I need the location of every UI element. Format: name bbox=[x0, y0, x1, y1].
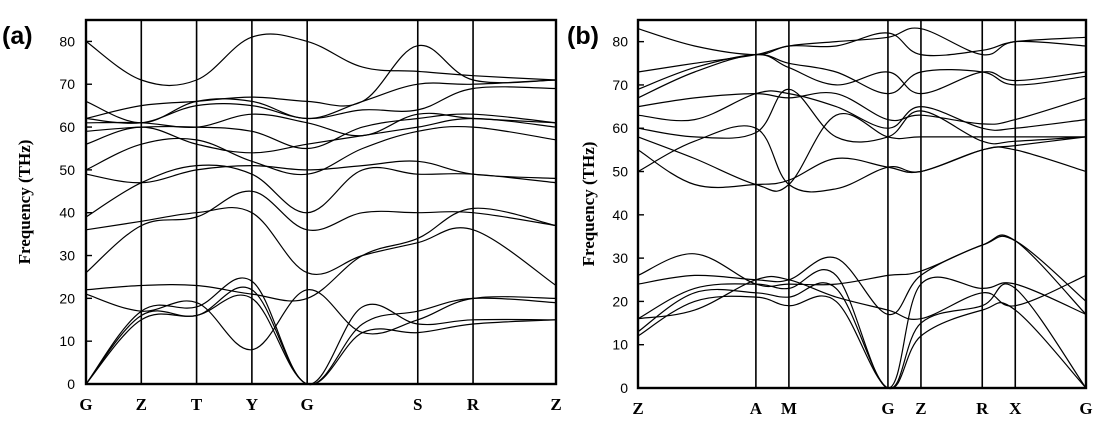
y-tick-label: 60 bbox=[59, 119, 75, 135]
y-tick-label: 70 bbox=[612, 77, 628, 93]
x-tick-label: G bbox=[79, 395, 92, 414]
phonon-band-9 bbox=[637, 112, 1086, 192]
phonon-band-2 bbox=[85, 286, 557, 385]
y-tick-label: 80 bbox=[59, 33, 75, 49]
y-tick-label: 20 bbox=[612, 293, 628, 309]
phonon-band-3 bbox=[637, 269, 1087, 389]
phonon-band-9 bbox=[85, 160, 557, 184]
plot-frame bbox=[636, 18, 1088, 390]
x-tick-label: Z bbox=[915, 399, 926, 418]
y-tick-label: 30 bbox=[612, 250, 628, 266]
phonon-band-16 bbox=[637, 28, 1087, 57]
x-tick-label: T bbox=[191, 395, 203, 414]
phonon-band-10 bbox=[637, 88, 1087, 145]
x-tick-label: A bbox=[750, 399, 763, 418]
chart-panel-a: 0 10 20 30 40 50 60 70 80 G Z T Y G S R Z Frequency (THz)… bbox=[2, 18, 562, 414]
phonon-band-12 bbox=[637, 92, 1087, 125]
x-tick-label: G bbox=[881, 399, 894, 418]
x-tick-label: Y bbox=[246, 395, 258, 414]
x-tick-label: G bbox=[1079, 399, 1092, 418]
phonon-band-7 bbox=[85, 206, 557, 286]
y-tick-label: 40 bbox=[59, 205, 75, 221]
phonon-band-16 bbox=[85, 33, 557, 87]
phonon-band-17 bbox=[85, 45, 557, 120]
plot-frame bbox=[84, 18, 558, 386]
phonon-band-4 bbox=[85, 289, 557, 351]
phonon-band-15 bbox=[637, 27, 1087, 73]
phonon-band-13 bbox=[637, 53, 1087, 99]
x-tick-label: X bbox=[1009, 399, 1022, 418]
panel-label: (b) bbox=[567, 22, 599, 50]
x-tick-label: G bbox=[301, 395, 314, 414]
chart-panel-b: 0 10 20 30 40 50 60 70 80 Z A M G Z R X G Frequency (THz)… bbox=[567, 18, 1093, 418]
phonon-band-8 bbox=[85, 164, 557, 218]
phonon-band-14 bbox=[637, 53, 1087, 95]
phonon-band-4 bbox=[637, 274, 1087, 320]
y-tick-label: 70 bbox=[59, 76, 75, 92]
phonon-band-6 bbox=[85, 190, 557, 274]
panel-label: (a) bbox=[2, 22, 33, 50]
y-tick-label: 0 bbox=[620, 380, 628, 396]
y-axis-label: Frequency (THz) bbox=[579, 142, 598, 267]
x-tick-label: S bbox=[413, 395, 422, 414]
phonon-band-5 bbox=[637, 234, 1087, 316]
phonon-band-13 bbox=[85, 112, 557, 137]
x-tick-label: Z bbox=[632, 399, 643, 418]
y-tick-label: 50 bbox=[612, 164, 628, 180]
x-tick-label: R bbox=[467, 395, 480, 414]
y-tick-label: 50 bbox=[59, 162, 75, 178]
phonon-band-12 bbox=[85, 113, 557, 150]
y-tick-label: 40 bbox=[612, 207, 628, 223]
x-tick-label: R bbox=[976, 399, 989, 418]
phonon-band-15 bbox=[85, 79, 557, 124]
x-tick-label: M bbox=[781, 399, 797, 418]
x-tick-label: Z bbox=[136, 395, 147, 414]
phonon-band-8 bbox=[637, 136, 1087, 189]
y-tick-label: 30 bbox=[59, 248, 75, 264]
y-tick-label: 80 bbox=[612, 34, 628, 50]
phonon-band-14 bbox=[85, 86, 557, 124]
phonon-band-7 bbox=[637, 125, 1087, 193]
y-tick-label: 0 bbox=[67, 376, 75, 392]
y-axis-label: Frequency (THz) bbox=[15, 140, 34, 265]
phonon-band-1 bbox=[637, 295, 1087, 390]
y-tick-label: 10 bbox=[612, 337, 628, 353]
phonon-band-10 bbox=[85, 125, 557, 176]
phonon-band-11 bbox=[637, 90, 1087, 131]
y-tick-label: 10 bbox=[59, 333, 75, 349]
phonon-band-6 bbox=[637, 235, 1087, 302]
x-tick-label: Z bbox=[550, 395, 561, 414]
phonon-band-11 bbox=[85, 117, 557, 154]
phonon-band-3 bbox=[85, 277, 557, 385]
y-tick-label: 60 bbox=[612, 120, 628, 136]
phonon-band-5 bbox=[85, 207, 557, 302]
y-tick-label: 20 bbox=[59, 290, 75, 306]
